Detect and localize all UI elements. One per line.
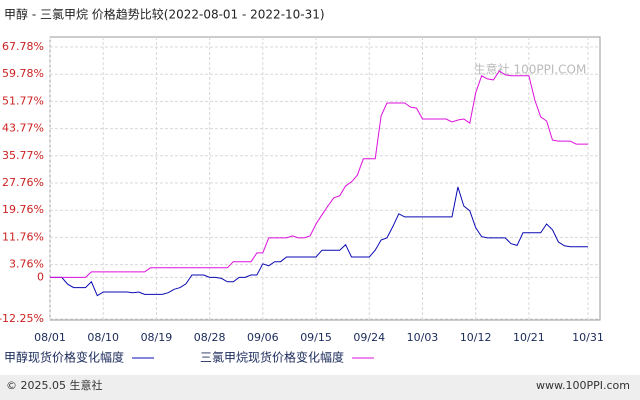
x-tick-label: 08/28	[194, 331, 226, 344]
y-tick-label: -12.25%	[0, 312, 44, 325]
x-tick-label: 10/31	[572, 331, 604, 344]
y-tick-label: 67.78%	[2, 40, 44, 53]
x-tick-label: 10/21	[513, 331, 545, 344]
x-tick-label: 09/06	[247, 331, 279, 344]
y-tick-label: 59.78%	[2, 67, 44, 80]
series-line	[50, 186, 588, 297]
legend-label: 甲醇现货价格变化幅度	[4, 350, 124, 365]
footer-left: © 2025.05 生意社	[6, 378, 102, 392]
x-tick-label: 08/01	[34, 331, 66, 344]
chart-title: 甲醇 - 三氯甲烷 价格趋势比较(2022-08-01 - 2022-10-31…	[4, 7, 325, 22]
x-tick-label: 09/15	[300, 331, 332, 344]
x-tick-label: 10/03	[407, 331, 439, 344]
footer-right: www.100PPI.com	[536, 379, 630, 392]
series-line	[50, 70, 588, 278]
x-tick-label: 09/24	[353, 331, 385, 344]
y-tick-label: 27.76%	[2, 176, 44, 189]
y-tick-label: 19.76%	[2, 203, 44, 216]
y-tick-label: 0	[37, 270, 44, 283]
x-tick-label: 08/19	[141, 331, 173, 344]
y-tick-label: 3.76%	[9, 258, 44, 271]
y-tick-label: 51.77%	[2, 94, 44, 107]
legend-label: 三氯甲烷现货价格变化幅度	[200, 350, 344, 365]
y-tick-label: 43.77%	[2, 122, 44, 135]
y-tick-label: 35.77%	[2, 149, 44, 162]
footer-band	[0, 375, 640, 400]
x-tick-label: 10/12	[460, 331, 492, 344]
x-tick-label: 08/10	[87, 331, 119, 344]
y-tick-label: 11.76%	[2, 230, 44, 243]
